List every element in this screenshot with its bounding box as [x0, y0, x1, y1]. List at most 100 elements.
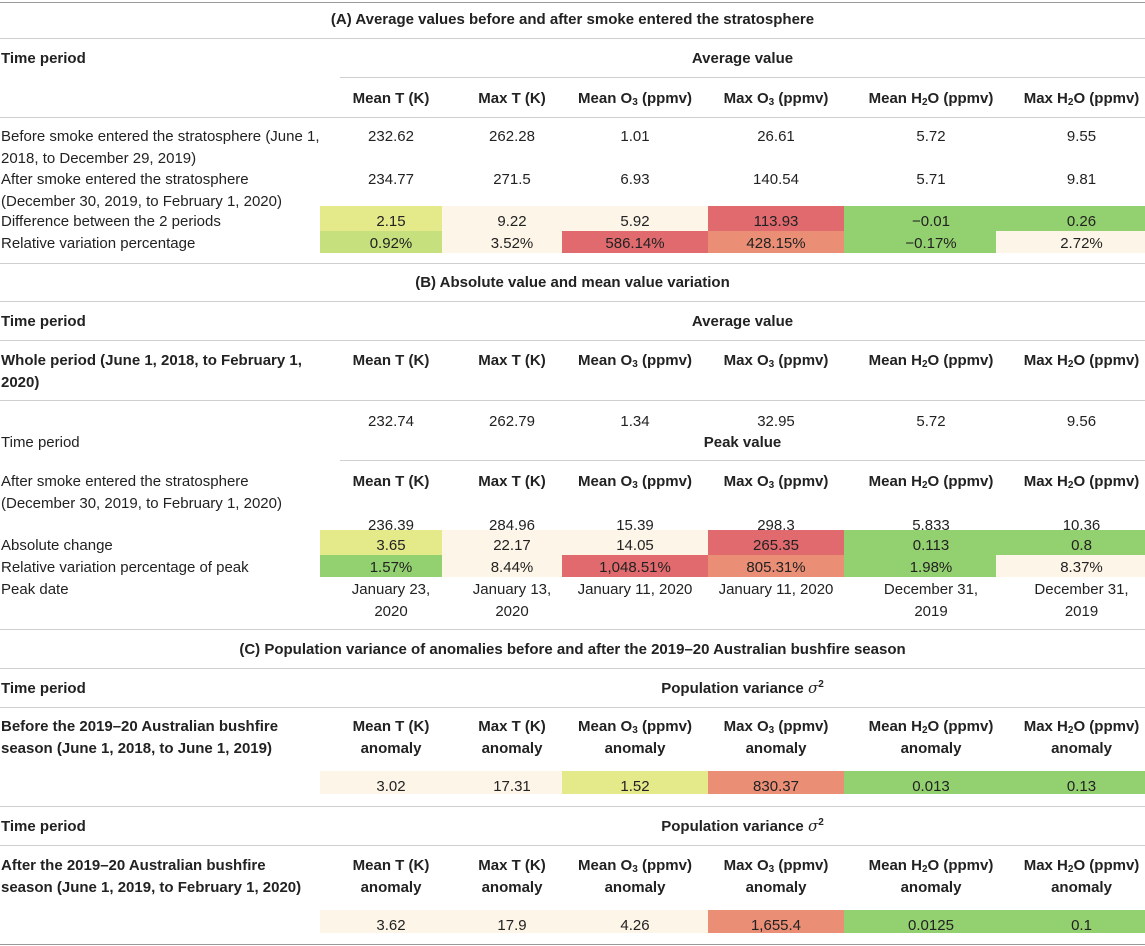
table-cell: 232.74	[368, 413, 414, 430]
table-cell: 0.013	[912, 778, 950, 795]
table-cell: 0.8	[1071, 537, 1092, 554]
cell-bg	[708, 206, 844, 231]
table-cell: 3.02	[376, 778, 406, 795]
table-cell: 5.72	[916, 413, 946, 430]
col-mean-t: Mean T (K) anomaly	[352, 718, 430, 757]
cell-bg	[442, 231, 562, 253]
cell-bg	[442, 530, 708, 555]
col-mean-t: Mean T (K)	[352, 352, 430, 369]
col-mean-t: Mean T (K)	[352, 473, 430, 490]
table-cell: 22.17	[493, 537, 531, 554]
table-cell: 5.71	[916, 171, 946, 188]
table-cell: 8.37%	[1060, 559, 1103, 576]
table-cell: 3.52%	[490, 235, 534, 252]
col-max-o3: Max O3 (ppmv) anomaly	[723, 857, 829, 896]
b-after-label: After smoke entered the stratosphere (Dec…	[1, 473, 282, 512]
col-max-t: Max T (K)	[478, 473, 546, 490]
col-mean-h2o: Mean H2O (ppmv)	[868, 352, 994, 370]
col-max-h2o: Max H2O (ppmv)	[1023, 90, 1140, 108]
table-cell: 265.35	[753, 537, 799, 554]
col-max-o3: Max O3 (ppmv)	[723, 90, 829, 108]
table-cell: 3.65	[376, 537, 406, 554]
table-cell: −0.01	[912, 213, 950, 230]
section-c-title: (C) Population variance of anomalies bef…	[239, 641, 906, 658]
table-cell: 1.34	[620, 413, 650, 430]
table-cell: December 31, 2019	[1034, 581, 1129, 620]
cell-bg	[442, 206, 708, 231]
table-cell: 5.72	[916, 128, 946, 145]
col-mean-h2o: Mean H2O (ppmv)	[868, 90, 994, 108]
col-mean-o3: Mean O3 (ppmv)	[578, 90, 692, 108]
cell-bg	[320, 231, 442, 253]
section-c-time-period: Time period	[1, 680, 86, 697]
b-relpeak-label: Relative variation percentage of peak	[1, 559, 249, 576]
table-cell: 830.37	[753, 778, 799, 795]
cell-bg	[320, 555, 442, 577]
col-mean-t: Mean T (K) anomaly	[352, 857, 430, 896]
col-mean-h2o: Mean H2O (ppmv) anomaly	[868, 718, 994, 757]
table-cell: 5.833	[912, 517, 950, 534]
table-cell: 9.55	[1066, 128, 1097, 145]
table-cell: 8.44%	[490, 559, 534, 576]
b-abs-label: Absolute change	[1, 537, 113, 554]
cell-bg	[844, 910, 1145, 933]
table-cell: 0.26	[1066, 213, 1097, 230]
table-cell: 9.56	[1066, 413, 1097, 430]
table-cell: 32.95	[757, 413, 795, 430]
table-cell: January 13, 2020	[472, 581, 552, 620]
col-max-o3: Max O3 (ppmv)	[723, 352, 829, 370]
table-cell: 10.36	[1062, 517, 1101, 534]
cell-bg	[844, 206, 1145, 231]
col-max-t: Max T (K) anomaly	[478, 857, 546, 896]
table-cell: 5.92	[620, 213, 650, 230]
table-cell: 1.52	[620, 778, 650, 795]
table-cell: December 31, 2019	[883, 581, 979, 620]
section-a-group-header: Average value	[691, 50, 794, 67]
table-cell: 4.26	[620, 917, 650, 934]
b-whole-label: Whole period (June 1, 2018, to February …	[1, 352, 302, 391]
cell-bg	[320, 771, 562, 794]
section-b-peak-header: Peak value	[703, 434, 782, 451]
section-a-time-period: Time period	[1, 50, 86, 67]
table-cell: 1,655.4	[750, 917, 802, 934]
cell-bg	[320, 910, 708, 933]
cell-bg	[708, 231, 844, 253]
cell-bg	[996, 231, 1145, 253]
a-before-label: Before smoke entered the stratosphere (J…	[1, 128, 320, 167]
section-a-title: (A) Average values before and after smok…	[330, 11, 815, 28]
cell-bg	[844, 231, 996, 253]
c-after-label: After the 2019–20 Australian bushfire sea…	[1, 857, 302, 896]
table-cell: 428.15%	[746, 235, 806, 252]
table-cell: 0.0125	[908, 917, 954, 934]
col-max-h2o: Max H2O (ppmv) anomaly	[1023, 857, 1140, 896]
table-cell: 0.13	[1066, 778, 1097, 795]
table-cell: 26.61	[757, 128, 795, 145]
cell-bg	[562, 231, 708, 253]
cell-bg	[562, 555, 708, 577]
col-max-t: Max T (K)	[478, 90, 546, 107]
table-cell: 14.05	[616, 537, 654, 554]
col-mean-h2o: Mean H2O (ppmv) anomaly	[868, 857, 994, 896]
section-b-group-header: Average value	[691, 313, 794, 330]
col-mean-o3: Mean O3 (ppmv) anomaly	[578, 718, 692, 757]
col-mean-o3: Mean O3 (ppmv) anomaly	[578, 857, 692, 896]
table-cell: 805.31%	[746, 559, 806, 576]
table-cell: 17.31	[493, 778, 531, 795]
col-mean-o3: Mean O3 (ppmv)	[578, 473, 692, 491]
table-cell: 1.57%	[369, 559, 413, 576]
col-max-t: Max T (K) anomaly	[478, 718, 546, 757]
b-peakdate-label: Peak date	[1, 581, 69, 598]
col-mean-h2o: Mean H2O (ppmv)	[868, 473, 994, 491]
table-cell: 9.22	[497, 213, 527, 230]
a-after-label: After smoke entered the stratosphere (Dec…	[1, 171, 282, 210]
cell-bg	[320, 530, 442, 555]
section-b-title: (B) Absolute value and mean value variat…	[415, 274, 730, 291]
table-cell: 586.14%	[605, 235, 665, 252]
table-cell: 17.9	[497, 917, 527, 934]
table-cell: 0.113	[912, 537, 950, 554]
col-max-h2o: Max H2O (ppmv) anomaly	[1023, 718, 1140, 757]
col-max-o3: Max O3 (ppmv) anomaly	[723, 718, 829, 757]
cell-bg	[562, 771, 708, 794]
table-cell: 234.77	[368, 171, 414, 188]
table-cell: 113.93	[753, 213, 799, 230]
